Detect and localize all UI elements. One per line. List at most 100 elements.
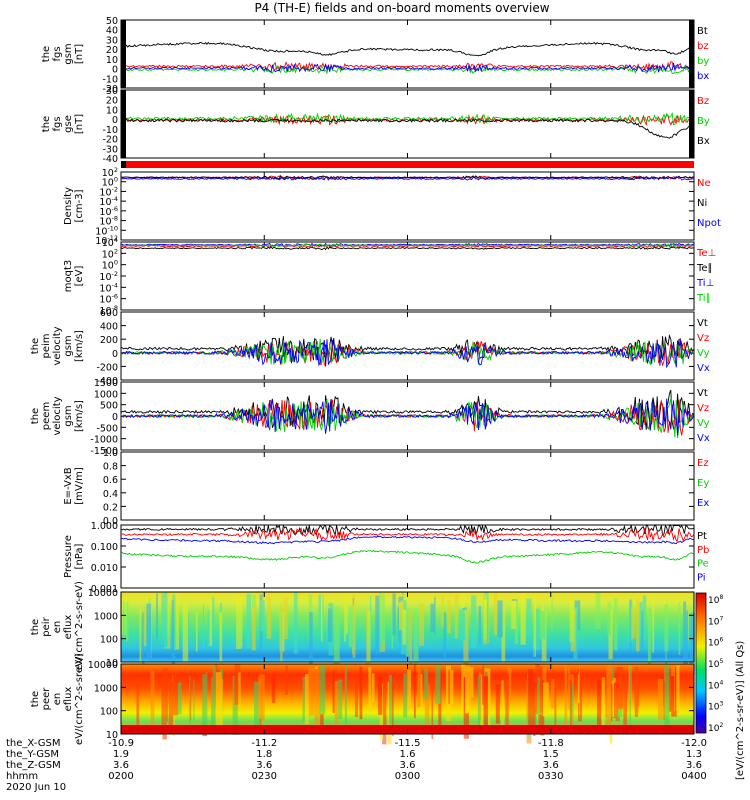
spectrogram-stripe: [539, 666, 543, 713]
series-Bx: [120, 118, 695, 139]
y-tick-label: 0.2: [103, 502, 118, 513]
spectrogram-stripe: [391, 681, 394, 725]
edge-bar-right: [689, 20, 694, 88]
spectrogram-stripe: [652, 594, 655, 653]
y-axis-label: the fgs gsm [nT]: [41, 43, 85, 64]
panel-frame: [120, 171, 695, 241]
spectrogram-stripe: [202, 604, 205, 647]
spectrogram-stripe: [534, 601, 537, 657]
spectrogram-stripe: [319, 665, 326, 715]
series-Vx: [120, 398, 695, 436]
axis-row-name: the_X-GSM: [6, 738, 60, 749]
y-axis-label-line: [cm-3]: [74, 189, 85, 222]
spectrogram-stripe: [501, 607, 506, 662]
panel-frame: [120, 241, 695, 311]
legend-Ti∥: Ti∥: [696, 293, 711, 304]
axis-row-value: 1.9: [113, 749, 129, 760]
y-axis-label-line: the: [30, 408, 41, 424]
spectrogram-stripe: [507, 667, 512, 701]
y-axis-label-line: peem: [41, 402, 52, 430]
spectrogram-stripe: [527, 673, 529, 720]
y-axis-label-line: gsm: [63, 43, 74, 64]
legend-Ez: Ez: [697, 458, 709, 469]
y-tick-label: 10: [106, 730, 118, 741]
series-Ni: [121, 174, 695, 180]
y-tick-label: -40: [102, 154, 118, 165]
spectrogram-stripe: [371, 673, 375, 703]
spectrogram-stripe: [150, 671, 155, 734]
spectrogram-stripe: [398, 601, 404, 631]
spectrogram-stripe: [441, 595, 444, 628]
spectrogram-stripe: [471, 595, 477, 649]
spectrogram-stripe: [162, 680, 167, 740]
y-tick-label: 10: [106, 658, 118, 669]
spectrogram-stripe: [146, 603, 152, 660]
spectrogram-stripe: [375, 595, 380, 654]
y-axis-label: the fgs gse [nT]: [41, 114, 85, 134]
spectrogram-stripe: [568, 666, 570, 710]
panel-9: 10000 1000 100 10 the peir en eflux eV/(cm^2-s-s…: [30, 581, 695, 676]
spectrogram-stripe: [554, 676, 557, 726]
legend-Vt: Vt: [697, 388, 708, 399]
y-axis-label-line: the: [30, 338, 41, 354]
spectrogram-stripe: [435, 665, 441, 704]
legend-Bt: Bt: [697, 26, 708, 37]
y-tick-label: 0: [112, 65, 118, 76]
panel-8: 1.000 0.100 0.010 0.001 Pressure [nPa] Pt Pb Pe P…: [63, 521, 709, 595]
spectrogram-stripe: [617, 668, 624, 709]
axis-row-value: -11.5: [395, 738, 421, 749]
spectrogram-stripe: [332, 670, 335, 714]
spectrogram-stripe: [246, 593, 252, 649]
axis-row-value: -11.8: [538, 738, 564, 749]
y-tick-label: 500: [100, 401, 118, 412]
legend-by: by: [697, 56, 709, 67]
y-tick-label: -10: [102, 125, 118, 136]
series-Te∥: [120, 245, 695, 251]
spectrogram-stripe: [630, 606, 632, 642]
y-tick-label: 10: [106, 105, 118, 116]
spectrogram-stripe: [314, 669, 321, 733]
spectrogram-stripe: [397, 607, 399, 637]
y-axis-label-line: Density: [63, 187, 74, 225]
colorbar-scale: [695, 592, 707, 734]
legend-Te∥: Te∥: [696, 263, 713, 274]
legend-Bz: Bz: [697, 96, 709, 107]
spectrogram-stripe: [596, 679, 602, 727]
series-Pb: [120, 527, 695, 542]
series-bx: [120, 63, 695, 73]
spectrogram-stripe: [542, 682, 549, 717]
spectrogram-stripe: [482, 665, 485, 705]
y-tick-label: 0.6: [103, 475, 118, 486]
legend-Vx: Vx: [697, 433, 710, 444]
spectrogram-stripe: [676, 665, 680, 711]
axis-row-name: the_Z-GSM: [6, 760, 61, 771]
colorbar-tick: 108: [708, 594, 723, 606]
axis-row-value: 1.5: [543, 749, 559, 760]
quality-flag-edge: [121, 161, 126, 168]
panel-frame: [120, 89, 695, 159]
spectrogram-stripe: [136, 681, 140, 726]
series-Bt: [120, 41, 695, 57]
panel-5: 600 400 200 0 -200 -400 the peim velocity gsm [km/…: [30, 308, 710, 387]
spectrogram-stripe: [175, 595, 179, 650]
y-tick-label: -1000: [90, 435, 118, 446]
series-Vt: [120, 333, 695, 361]
y-axis-label-line: [nT]: [74, 114, 85, 134]
axis-row-value: -10.9: [108, 738, 134, 749]
spectrogram-striations: [136, 664, 680, 745]
spectrogram-stripe: [533, 682, 536, 737]
spectrogram-stripe: [447, 600, 451, 634]
spectrogram-stripe: [664, 664, 670, 727]
spectrogram-stripe: [139, 608, 142, 663]
series-Ti∥: [120, 242, 694, 248]
y-axis-label-line: gsm: [63, 405, 74, 426]
axis-row-value: -12.0: [681, 738, 707, 749]
axis-row-name: the_Y-GSM: [6, 749, 59, 760]
y-tick-label: -20: [102, 84, 118, 95]
legend-Ey: Ey: [697, 478, 709, 489]
spectrogram-stripe: [175, 682, 182, 715]
spectrogram-stripe: [528, 669, 534, 727]
spectrogram-stripe: [161, 683, 163, 734]
